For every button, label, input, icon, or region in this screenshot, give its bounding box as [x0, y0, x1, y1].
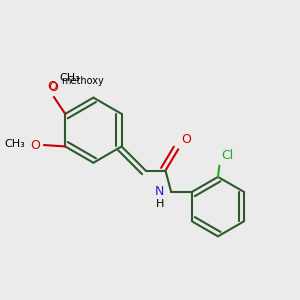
Text: O: O	[48, 80, 58, 94]
Text: methoxy: methoxy	[61, 76, 104, 85]
Text: H: H	[156, 199, 164, 209]
Text: CH₃: CH₃	[5, 139, 26, 148]
Text: N: N	[155, 185, 164, 198]
Text: Cl: Cl	[221, 149, 233, 162]
Text: O: O	[47, 80, 57, 93]
Text: O: O	[30, 139, 40, 152]
Text: O: O	[181, 134, 191, 146]
Text: CH₃: CH₃	[59, 73, 80, 83]
